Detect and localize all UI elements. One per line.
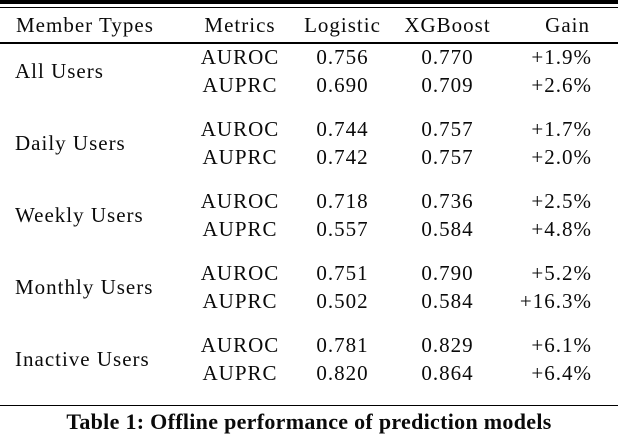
gain-value: +6.1% [531, 333, 592, 357]
logistic-value: 0.820 [316, 361, 369, 385]
xgboost-value: 0.757 [421, 145, 474, 169]
metric-label: AUPRC [202, 73, 278, 97]
metric-label: AUROC [200, 261, 280, 285]
table-body: All Users AUROC 0.756 0.770 +1.9% AUPRC … [0, 44, 618, 405]
xgboost-value: 0.864 [421, 361, 474, 385]
member-type-label: Inactive Users [15, 347, 150, 371]
xgboost-value: 0.757 [421, 117, 474, 141]
xgboost-value: 0.584 [421, 289, 474, 313]
xgboost-value: 0.736 [421, 189, 474, 213]
metric-label: AUPRC [202, 145, 278, 169]
table-group-daily-users: Daily Users AUROC 0.744 0.757 +1.7% AUPR… [0, 116, 618, 172]
column-header-gain: Gain [545, 12, 590, 37]
xgboost-value: 0.709 [421, 73, 474, 97]
table-header-row: Member Types Metrics Logistic XGBoost Ga… [0, 8, 618, 42]
gain-value: +16.3% [519, 289, 592, 313]
logistic-value: 0.756 [316, 45, 369, 69]
table-group-weekly-users: Weekly Users AUROC 0.718 0.736 +2.5% AUP… [0, 188, 618, 244]
metric-label: AUROC [200, 45, 280, 69]
table-group-inactive-users: Inactive Users AUROC 0.781 0.829 +6.1% A… [0, 332, 618, 388]
table-bottom-rule [0, 404, 618, 406]
metric-label: AUROC [200, 117, 280, 141]
table-group-all-users: All Users AUROC 0.756 0.770 +1.9% AUPRC … [0, 44, 618, 100]
metric-label: AUROC [200, 333, 280, 357]
member-type-label: Daily Users [15, 131, 126, 155]
member-type-label: All Users [15, 59, 104, 83]
logistic-value: 0.690 [316, 73, 369, 97]
column-header-metrics: Metrics [204, 12, 276, 37]
table-caption: Table 1: Offline performance of predicti… [66, 409, 552, 434]
table-top-rule-thick [0, 0, 618, 4]
logistic-value: 0.781 [316, 333, 369, 357]
gain-value: +2.0% [531, 145, 592, 169]
metric-label: AUPRC [202, 217, 278, 241]
metric-label: AUPRC [202, 361, 278, 385]
table-top-rule-thin [0, 6, 618, 8]
metric-label: AUROC [200, 189, 280, 213]
logistic-value: 0.742 [316, 145, 369, 169]
column-header-xgboost: XGBoost [404, 12, 491, 37]
gain-value: +5.2% [531, 261, 592, 285]
member-type-label: Monthly Users [15, 275, 154, 299]
gain-value: +2.5% [531, 189, 592, 213]
gain-value: +4.8% [531, 217, 592, 241]
gain-value: +2.6% [531, 73, 592, 97]
table-group-monthly-users: Monthly Users AUROC 0.751 0.790 +5.2% AU… [0, 260, 618, 316]
member-type-label: Weekly Users [15, 203, 144, 227]
xgboost-value: 0.790 [421, 261, 474, 285]
logistic-value: 0.718 [316, 189, 369, 213]
gain-value: +1.9% [531, 45, 592, 69]
column-header-member-types: Member Types [16, 12, 154, 37]
metric-label: AUPRC [202, 289, 278, 313]
gain-value: +1.7% [531, 117, 592, 141]
logistic-value: 0.751 [316, 261, 369, 285]
xgboost-value: 0.829 [421, 333, 474, 357]
column-header-logistic: Logistic [304, 12, 381, 37]
xgboost-value: 0.770 [421, 45, 474, 69]
logistic-value: 0.502 [316, 289, 369, 313]
xgboost-value: 0.584 [421, 217, 474, 241]
gain-value: +6.4% [531, 361, 592, 385]
logistic-value: 0.744 [316, 117, 369, 141]
table-header-rule [0, 42, 618, 44]
logistic-value: 0.557 [316, 217, 369, 241]
